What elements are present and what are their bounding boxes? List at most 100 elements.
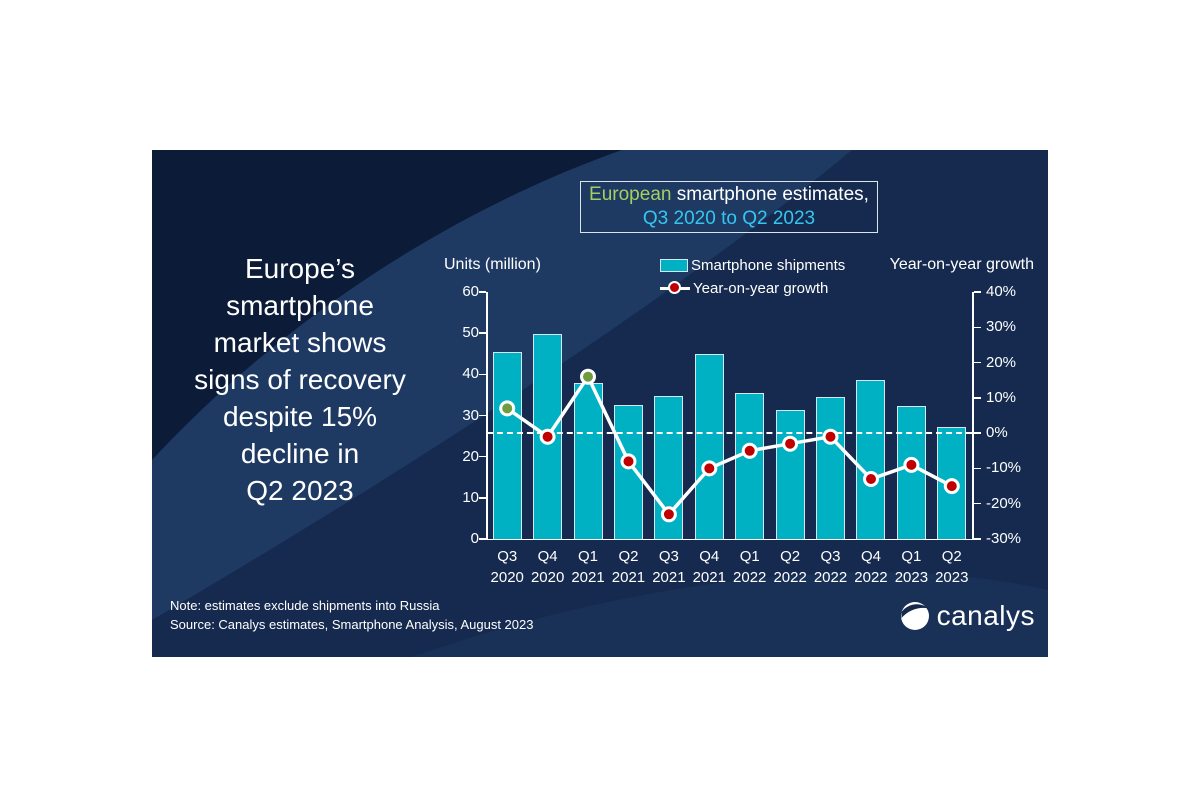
right-tick-label--10%: -10% <box>986 459 1022 477</box>
x-label-q2-2021: Q2 2021 <box>604 546 652 588</box>
canalys-infographic: Europe’s smartphone market shows signs o… <box>152 150 1048 657</box>
x-label-year: 2020 <box>530 569 565 586</box>
left-tick-label-40: 40 <box>462 365 479 383</box>
growth-dot-icon <box>668 281 681 294</box>
right-tick-label--20%: -20% <box>986 494 1022 512</box>
x-label-quarter: Q4 <box>537 548 558 565</box>
shipments-bar-q3-2020 <box>492 351 522 539</box>
right-tick-label-40%: 40% <box>986 283 1017 300</box>
growth-line-path <box>506 373 953 518</box>
canalys-logo-icon <box>900 602 929 630</box>
growth-point-q1-2022 <box>741 442 758 459</box>
growth-point-q4-2020 <box>539 428 556 445</box>
right-tick-label--30%: -30% <box>986 530 1022 547</box>
poster-headline: Europe’s smartphone market shows signs o… <box>194 253 406 506</box>
right-tick-10% <box>973 397 981 399</box>
zero-growth-dashed-line <box>487 432 972 435</box>
shipments-bar-q2-2022 <box>775 409 805 539</box>
left-tick-label-60: 60 <box>462 283 479 300</box>
x-label-quarter: Q1 <box>901 548 922 565</box>
right-axis-line <box>972 292 974 540</box>
growth-point-q1-2021 <box>580 368 596 385</box>
x-label-q3-2020: Q3 2020 <box>483 546 531 588</box>
shipments-bar-q4-2020 <box>533 333 563 539</box>
right-tick-label-0%: 0% <box>986 424 1008 442</box>
chart-title-highlight: European <box>589 184 672 205</box>
canalys-logo: canalys <box>900 600 1035 632</box>
legend: Smartphone shipments Year-on-year growth <box>660 255 845 299</box>
x-label-quarter: Q4 <box>699 548 720 565</box>
growth-line-series <box>499 368 960 523</box>
x-label-q3-2021: Q3 2021 <box>645 546 693 588</box>
x-label-year: 2022 <box>773 569 807 586</box>
x-label-q1-2023: Q1 2023 <box>887 546 935 588</box>
source-line: Source: Canalys estimates, Smartphone An… <box>170 617 534 632</box>
growth-point-q3-2021 <box>660 506 677 523</box>
growth-line-icon <box>660 281 690 294</box>
shipments-bar-q4-2022 <box>856 380 886 539</box>
x-label-q3-2022: Q3 2022 <box>807 546 855 588</box>
x-label-quarter: Q3 <box>497 548 518 565</box>
right-tick--30% <box>973 538 981 540</box>
x-label-quarter: Q2 <box>780 548 801 565</box>
right-tick-20% <box>973 361 981 364</box>
right-tick-label-10%: 10% <box>986 388 1017 406</box>
right-tick-0% <box>973 432 981 434</box>
left-tick-label-20: 20 <box>462 447 479 465</box>
left-tick-label-30: 30 <box>462 406 479 424</box>
right-tick--20% <box>973 502 981 505</box>
x-label-q1-2022: Q1 2022 <box>726 546 774 588</box>
x-label-q2-2022: Q2 2022 <box>766 546 814 588</box>
growth-point-q1-2023 <box>903 456 920 473</box>
left-tick-50 <box>479 332 486 334</box>
shipments-bar-q1-2022 <box>735 392 765 539</box>
x-label-year: 2021 <box>611 569 646 586</box>
growth-point-q4-2022 <box>863 471 879 487</box>
left-tick-30 <box>479 414 486 417</box>
right-tick-30% <box>973 326 981 329</box>
note-line: Note: estimates exclude shipments into R… <box>170 598 440 613</box>
x-label-year: 2022 <box>733 569 767 586</box>
left-tick-label-0: 0 <box>470 530 479 547</box>
legend-item-shipments: Smartphone shipments <box>660 255 845 276</box>
x-label-year: 2022 <box>854 569 888 586</box>
plot-area: 0 10 20 30 40 50 60 40% 30% 20% 10% 0% -10% -20% -30% <box>462 283 1021 547</box>
shipments-swatch-icon <box>660 259 688 272</box>
right-tick-label-20%: 20% <box>986 353 1017 371</box>
x-label-year: 2021 <box>571 569 605 586</box>
left-tick-0 <box>479 538 486 540</box>
right-axis-title: Year-on-year growth <box>889 256 1034 273</box>
chart-title-box: European smartphone estimates, Q3 2020 t… <box>580 181 878 233</box>
left-tick-20 <box>479 455 486 458</box>
x-label-q4-2020: Q4 2020 <box>524 546 572 588</box>
x-label-quarter: Q2 <box>941 548 962 565</box>
shipments-bar-q2-2023 <box>937 427 967 539</box>
growth-point-q2-2023 <box>943 478 960 495</box>
x-label-year: 2021 <box>652 569 686 586</box>
canalys-logo-text: canalys <box>936 600 1035 631</box>
x-label-year: 2023 <box>894 569 929 586</box>
right-tick--10% <box>973 467 981 470</box>
x-axis-labels: Q3 2020 Q4 2020 Q1 2021 Q2 2021 Q3 2021 Q4 2021 Q1 20… <box>487 546 972 592</box>
growth-point-q2-2022 <box>782 435 799 452</box>
legend-item-growth: Year-on-year growth <box>660 278 845 299</box>
left-tick-40 <box>479 373 486 376</box>
x-label-quarter: Q3 <box>820 548 841 565</box>
shipments-bar-q1-2021 <box>573 382 603 539</box>
right-tick-40% <box>973 291 981 293</box>
legend-shipments-label: Smartphone shipments <box>691 257 846 274</box>
left-tick-10 <box>479 497 486 499</box>
left-tick-label-10: 10 <box>462 488 479 506</box>
left-tick-60 <box>479 291 486 293</box>
growth-point-q2-2021 <box>620 453 637 470</box>
x-label-quarter: Q1 <box>739 548 760 565</box>
chart-title-daterange: Q3 2020 to Q2 2023 <box>642 208 816 229</box>
x-label-quarter: Q1 <box>578 548 599 565</box>
shipments-bar-q4-2021 <box>694 353 724 539</box>
shipments-bar-q3-2022 <box>816 397 846 539</box>
x-label-year: 2021 <box>692 569 726 586</box>
x-axis-line <box>486 538 974 540</box>
chart-title-rest: smartphone estimates, <box>671 184 869 205</box>
left-axis-line <box>486 292 488 540</box>
x-label-q4-2022: Q4 2022 <box>847 546 895 588</box>
